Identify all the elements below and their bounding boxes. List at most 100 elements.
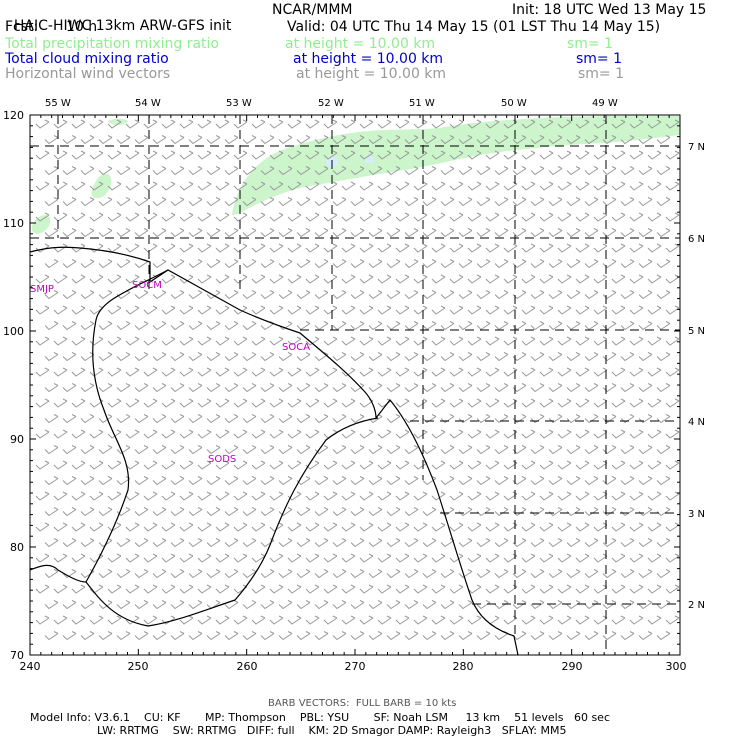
- wind-barb: [377, 615, 392, 625]
- wind-barb: [224, 352, 239, 362]
- wind-barb: [305, 336, 320, 346]
- wind-barb: [80, 414, 95, 424]
- wind-barb: [161, 305, 176, 315]
- wind-barb: [341, 181, 356, 191]
- wind-barb: [638, 166, 653, 176]
- wind-barb: [278, 321, 293, 331]
- wind-barb: [224, 290, 239, 300]
- wind-barb: [413, 336, 428, 346]
- wind-barb: [206, 228, 221, 238]
- wind-barb: [647, 305, 662, 315]
- wind-barb: [323, 398, 338, 408]
- wind-barb: [431, 274, 446, 284]
- wind-barb: [431, 398, 446, 408]
- wind-barb: [386, 631, 401, 641]
- wind-barb: [611, 553, 626, 563]
- wind-barb: [629, 522, 644, 532]
- wind-barb: [125, 181, 140, 191]
- wind-barb: [431, 212, 446, 222]
- wind-barb: [566, 631, 581, 641]
- wind-barb: [584, 445, 599, 455]
- wind-barb: [260, 166, 275, 176]
- wind-barb: [170, 414, 185, 424]
- wind-barb: [98, 228, 113, 238]
- wind-barb: [80, 321, 95, 331]
- wind-barb: [395, 212, 410, 222]
- border-west: [29, 269, 169, 583]
- wind-barb: [251, 181, 266, 191]
- wind-barb: [584, 476, 599, 486]
- wind-barb: [656, 321, 671, 331]
- wind-barb: [458, 166, 473, 176]
- wind-barb: [413, 491, 428, 501]
- wind-barb: [377, 181, 392, 191]
- wind-barb: [467, 274, 482, 284]
- wind-barb: [188, 476, 203, 486]
- wind-barb: [566, 507, 581, 517]
- wind-barb: [224, 197, 239, 207]
- wind-barb: [116, 631, 131, 641]
- map-frame: [29, 114, 681, 656]
- wind-barb: [485, 150, 500, 160]
- axis-ticks: [29, 114, 681, 656]
- wind-barb: [53, 522, 68, 532]
- wind-barb: [395, 305, 410, 315]
- wind-barb: [134, 352, 149, 362]
- wind-barb: [242, 631, 257, 641]
- station-sods: SODS: [208, 454, 236, 465]
- wind-barb: [44, 135, 59, 145]
- wind-barb: [44, 631, 59, 641]
- wind-barb: [296, 228, 311, 238]
- wind-barb: [35, 553, 50, 563]
- wind-barb: [431, 522, 446, 532]
- wind-barb: [116, 352, 131, 362]
- field-wind-height: at height = 10.00 km: [296, 66, 447, 82]
- wind-barb: [458, 290, 473, 300]
- wind-barb: [647, 491, 662, 501]
- wind-barb: [134, 569, 149, 579]
- wind-barb: [278, 166, 293, 176]
- precip-blob-2: [31, 215, 51, 234]
- wind-barb: [368, 166, 383, 176]
- wind-barb: [62, 166, 77, 176]
- wind-barb: [413, 615, 428, 625]
- wind-barb: [530, 445, 545, 455]
- wind-barb: [44, 321, 59, 331]
- wind-barb: [296, 321, 311, 331]
- wind-barb: [566, 352, 581, 362]
- wind-barb: [431, 584, 446, 594]
- wind-barb: [512, 507, 527, 517]
- wind-barb: [251, 615, 266, 625]
- wind-barb: [53, 398, 68, 408]
- wind-barb: [377, 336, 392, 346]
- wind-barb: [179, 212, 194, 222]
- field-cloud-sm: sm= 1: [576, 51, 623, 67]
- wind-barb: [521, 274, 536, 284]
- wind-barb: [260, 259, 275, 269]
- wind-barb: [278, 259, 293, 269]
- wind-barb: [593, 181, 608, 191]
- wind-barb: [305, 305, 320, 315]
- wind-barb: [215, 305, 230, 315]
- precip-area: [31, 116, 680, 234]
- wind-barb: [233, 398, 248, 408]
- wind-barb: [44, 259, 59, 269]
- wind-barb: [278, 135, 293, 145]
- wind-barb: [359, 584, 374, 594]
- wind-barb: [278, 507, 293, 517]
- wind-barb: [314, 507, 329, 517]
- wind-barb: [638, 228, 653, 238]
- wind-barb: [89, 274, 104, 284]
- wind-barb: [197, 460, 212, 470]
- wind-barb: [107, 274, 122, 284]
- wind-barb: [386, 259, 401, 269]
- wind-barb: [215, 398, 230, 408]
- wind-barb: [188, 166, 203, 176]
- wind-barb: [458, 259, 473, 269]
- wind-barb: [575, 584, 590, 594]
- wind-barb: [287, 429, 302, 439]
- wind-barb: [566, 228, 581, 238]
- wind-barb: [449, 584, 464, 594]
- wind-barb: [170, 135, 185, 145]
- wind-barb: [350, 321, 365, 331]
